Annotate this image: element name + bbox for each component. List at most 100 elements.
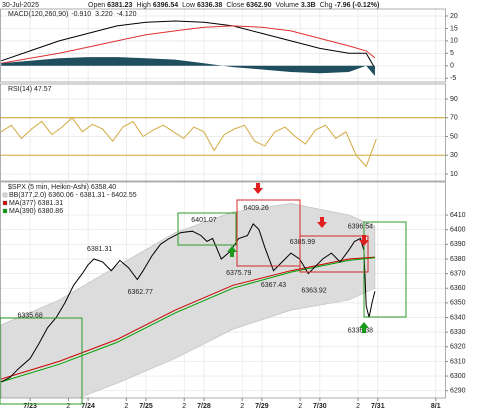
panel — [0, 9, 445, 82]
header-label: Open — [88, 2, 105, 9]
price-annotation: 6375.79 — [226, 270, 251, 277]
y-tick-label: 30 — [450, 152, 458, 159]
x-tick-label: 7/30 — [313, 403, 327, 410]
series-line — [1, 20, 376, 69]
panel-border — [0, 8, 446, 83]
price-annotation: 6336.38 — [348, 328, 373, 335]
x-tick-label: 7/25 — [139, 403, 153, 410]
y-tick-label: 6360 — [450, 285, 466, 292]
y-tick-label: 6340 — [450, 314, 466, 321]
price-annotation: 6385.99 — [290, 239, 315, 246]
box — [0, 317, 83, 405]
header-value: 6336.38 — [197, 2, 222, 9]
y-tick-label: 6320 — [450, 344, 466, 351]
price-annotation: 6401.07 — [191, 217, 216, 224]
header-label: Low — [182, 2, 196, 9]
header-label: Volume — [276, 2, 299, 9]
x-tick-label: 7/24 — [81, 403, 95, 410]
bollinger-band — [0, 203, 376, 398]
y-tick-label: 0 — [450, 63, 454, 70]
legend-entry: -0.910 — [71, 11, 91, 18]
y-tick-label: 6370 — [450, 270, 466, 277]
y-tick-label: 6400 — [450, 227, 466, 234]
pattern-boxes — [0, 199, 407, 405]
x-tick-label: 7/29 — [255, 403, 269, 410]
y-tick-label: 70 — [450, 115, 458, 122]
y-tick-label: 6310 — [450, 358, 466, 365]
legend-entry: BB(377,2.0) 6360.06 - 6381.31 - 6402.55 — [9, 192, 137, 199]
series-line — [0, 116, 377, 168]
legend-swatch — [2, 200, 8, 206]
histogram-area — [1, 57, 375, 76]
panel — [0, 182, 445, 398]
up-arrow — [359, 322, 369, 333]
y-tick-label: 5 — [450, 50, 454, 57]
panel-title: MACD(120,260,90) — [8, 11, 68, 18]
legend-entry: 3.220 — [95, 11, 113, 18]
header-label: Close — [226, 2, 244, 9]
box — [363, 221, 407, 318]
signal-arrows — [227, 183, 369, 333]
price-annotation: 6409.26 — [243, 205, 268, 212]
up-arrow — [227, 246, 237, 257]
x-tick-label: 2 — [182, 403, 186, 410]
y-tick-label: 6350 — [450, 300, 466, 307]
x-tick-label: 2 — [298, 403, 302, 410]
y-tick-label: 15 — [450, 25, 458, 32]
x-tick-label: 7/31 — [371, 403, 385, 410]
y-tick-label: 6390 — [450, 241, 466, 248]
y-tick-label: 10 — [450, 38, 458, 45]
header-value: -7.96 (-0.12%) — [335, 2, 380, 9]
x-tick-label: 2 — [356, 403, 360, 410]
y-tick-label: 10 — [450, 171, 458, 178]
panel-border — [0, 181, 446, 399]
legend-swatch — [2, 192, 8, 198]
y-tick-label: 6330 — [450, 329, 466, 336]
down-arrow — [253, 183, 263, 194]
header-value: 6381.23 — [107, 2, 132, 9]
down-arrow — [359, 235, 369, 246]
y-tick-label: -5 — [450, 75, 456, 82]
down-arrow — [317, 217, 327, 228]
x-tick-label: 7/23 — [23, 403, 37, 410]
x-tick-label: 2 — [240, 403, 244, 410]
y-tick-label: 90 — [450, 96, 458, 103]
y-tick-label: 20 — [450, 13, 458, 20]
series-line — [1, 25, 376, 64]
header-value: 3.3B — [301, 2, 316, 9]
box — [236, 199, 301, 267]
panel — [0, 84, 445, 181]
header-label: Chg — [320, 2, 333, 9]
panel-title: $SPX (5 min, Heikin-Ashi) 6358.40 — [8, 184, 116, 191]
price-annotation: 6363.92 — [301, 287, 326, 294]
y-tick-label: 6290 — [450, 388, 466, 395]
legend-entry: MA(390) 6380.86 — [9, 208, 63, 215]
series-line — [1, 257, 375, 383]
y-tick-label: 50 — [450, 133, 458, 140]
price-annotation: 6362.77 — [128, 289, 153, 296]
legend-entry: MA(377) 6381.31 — [9, 200, 63, 207]
legend-entry: -4.120 — [117, 11, 137, 18]
y-tick-label: 6410 — [450, 212, 466, 219]
header-label: High — [136, 2, 151, 9]
price-annotation: 6367.43 — [261, 282, 286, 289]
y-tick-label: 6380 — [450, 256, 466, 263]
x-tick-label: 7/28 — [197, 403, 211, 410]
price-annotation: 6335.68 — [17, 313, 42, 320]
header-value: 6362.90 — [246, 2, 271, 9]
header-date: 30-Jul-2025 — [2, 2, 39, 9]
series-line — [0, 223, 376, 383]
box — [299, 235, 369, 273]
x-tick-label: 2 — [66, 403, 70, 410]
price-annotation: 6381.31 — [87, 246, 112, 253]
header-value: 6396.54 — [153, 2, 178, 9]
panel-border — [0, 83, 446, 182]
x-tick-label: 8/1 — [431, 403, 441, 410]
price-annotation: 6396.54 — [348, 224, 373, 231]
legend-swatch — [2, 208, 8, 214]
y-tick-label: 6300 — [450, 373, 466, 380]
box — [177, 212, 237, 246]
panel-title: RSI(14) 47.57 — [8, 86, 52, 93]
x-tick-label: 2 — [124, 403, 128, 410]
